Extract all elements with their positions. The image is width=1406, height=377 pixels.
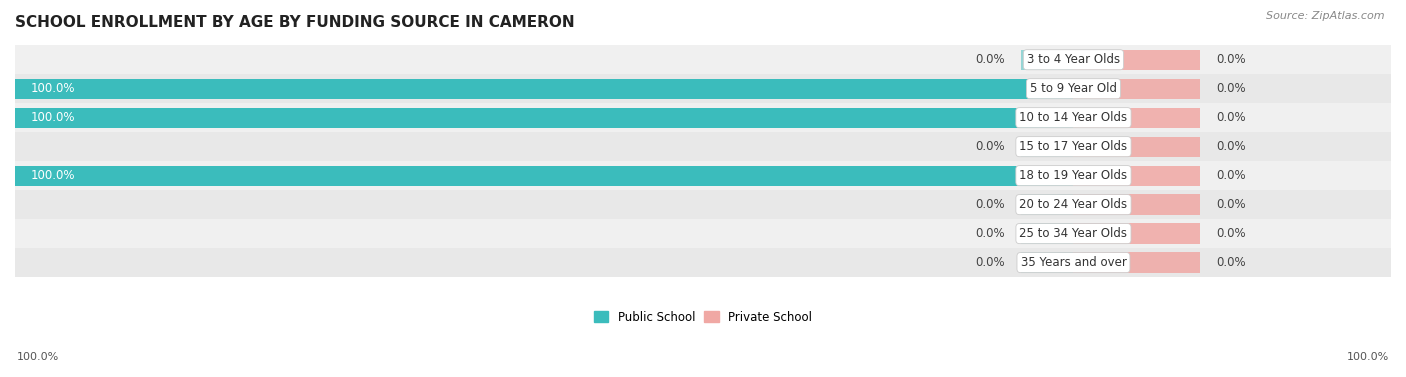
Text: 0.0%: 0.0% (1216, 256, 1246, 269)
Bar (1073, 166, 1201, 186)
Bar (1021, 253, 1073, 273)
Bar (15, 219, 1391, 248)
Bar (1073, 253, 1201, 273)
Text: Source: ZipAtlas.com: Source: ZipAtlas.com (1267, 11, 1385, 21)
Bar (15, 190, 1391, 219)
Text: 0.0%: 0.0% (974, 140, 1005, 153)
Bar (1073, 224, 1201, 244)
Text: 25 to 34 Year Olds: 25 to 34 Year Olds (1019, 227, 1128, 240)
Text: 0.0%: 0.0% (1216, 111, 1246, 124)
Text: 0.0%: 0.0% (1216, 169, 1246, 182)
Bar (15, 45, 1391, 74)
Text: 3 to 4 Year Olds: 3 to 4 Year Olds (1026, 53, 1121, 66)
Bar (1021, 136, 1073, 157)
Legend: Public School, Private School: Public School, Private School (589, 306, 817, 328)
Text: 0.0%: 0.0% (974, 198, 1005, 211)
Bar (1021, 50, 1073, 70)
Bar (15, 103, 1391, 132)
Bar (15, 248, 1391, 277)
Text: 0.0%: 0.0% (1216, 140, 1246, 153)
Bar (1073, 78, 1201, 99)
Bar (15, 132, 1391, 161)
Bar (1021, 195, 1073, 215)
Text: 15 to 17 Year Olds: 15 to 17 Year Olds (1019, 140, 1128, 153)
Text: 0.0%: 0.0% (1216, 82, 1246, 95)
Bar (1073, 50, 1201, 70)
Text: 0.0%: 0.0% (1216, 198, 1246, 211)
Bar (15, 74, 1391, 103)
Bar (1073, 195, 1201, 215)
Text: 100.0%: 100.0% (31, 169, 76, 182)
Bar (15, 166, 1073, 186)
Bar (1021, 224, 1073, 244)
Text: 100.0%: 100.0% (31, 82, 76, 95)
Text: 0.0%: 0.0% (974, 227, 1005, 240)
Text: 100.0%: 100.0% (31, 111, 76, 124)
Bar (15, 107, 1073, 128)
Text: SCHOOL ENROLLMENT BY AGE BY FUNDING SOURCE IN CAMERON: SCHOOL ENROLLMENT BY AGE BY FUNDING SOUR… (15, 15, 575, 30)
Text: 0.0%: 0.0% (974, 53, 1005, 66)
Text: 100.0%: 100.0% (1347, 352, 1389, 362)
Bar (1073, 136, 1201, 157)
Bar (1073, 107, 1201, 128)
Text: 20 to 24 Year Olds: 20 to 24 Year Olds (1019, 198, 1128, 211)
Text: 0.0%: 0.0% (1216, 53, 1246, 66)
Text: 10 to 14 Year Olds: 10 to 14 Year Olds (1019, 111, 1128, 124)
Text: 5 to 9 Year Old: 5 to 9 Year Old (1031, 82, 1116, 95)
Text: 0.0%: 0.0% (974, 256, 1005, 269)
Text: 18 to 19 Year Olds: 18 to 19 Year Olds (1019, 169, 1128, 182)
Text: 35 Years and over: 35 Years and over (1021, 256, 1126, 269)
Text: 100.0%: 100.0% (17, 352, 59, 362)
Bar (15, 161, 1391, 190)
Text: 0.0%: 0.0% (1216, 227, 1246, 240)
Bar (15, 78, 1073, 99)
